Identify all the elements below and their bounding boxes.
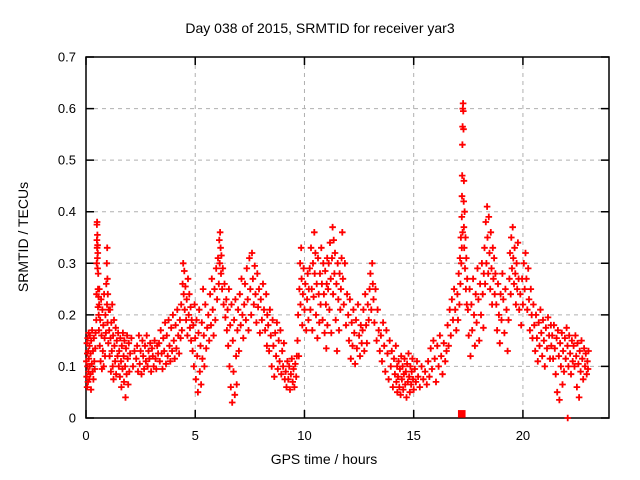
y-tick-label: 0.1	[58, 359, 76, 374]
x-tick-label: 15	[406, 428, 420, 443]
y-tick-label: 0	[69, 411, 76, 426]
x-tick-label: 5	[192, 428, 199, 443]
y-axis-label: SRMTID / TECUs	[15, 181, 31, 293]
zero-value-square-marker	[457, 410, 466, 418]
y-tick-label: 0.3	[58, 256, 76, 271]
chart-title: Day 038 of 2015, SRMTID for receiver yar…	[185, 20, 455, 36]
y-tick-label: 0.6	[58, 101, 76, 116]
axis-ticks	[85, 56, 609, 419]
x-tick-label: 0	[82, 428, 89, 443]
y-tick-label: 0.2	[58, 307, 76, 322]
x-tick-label: 10	[297, 428, 311, 443]
y-tick-label: 0.4	[58, 204, 76, 219]
plot-border	[85, 56, 610, 419]
y-tick-label: 0.5	[58, 153, 76, 168]
scatter-points	[83, 100, 592, 422]
x-tick-label: 20	[516, 428, 530, 443]
x-axis-label: GPS time / hours	[270, 451, 378, 467]
y-tick-label: 0.7	[58, 50, 76, 65]
